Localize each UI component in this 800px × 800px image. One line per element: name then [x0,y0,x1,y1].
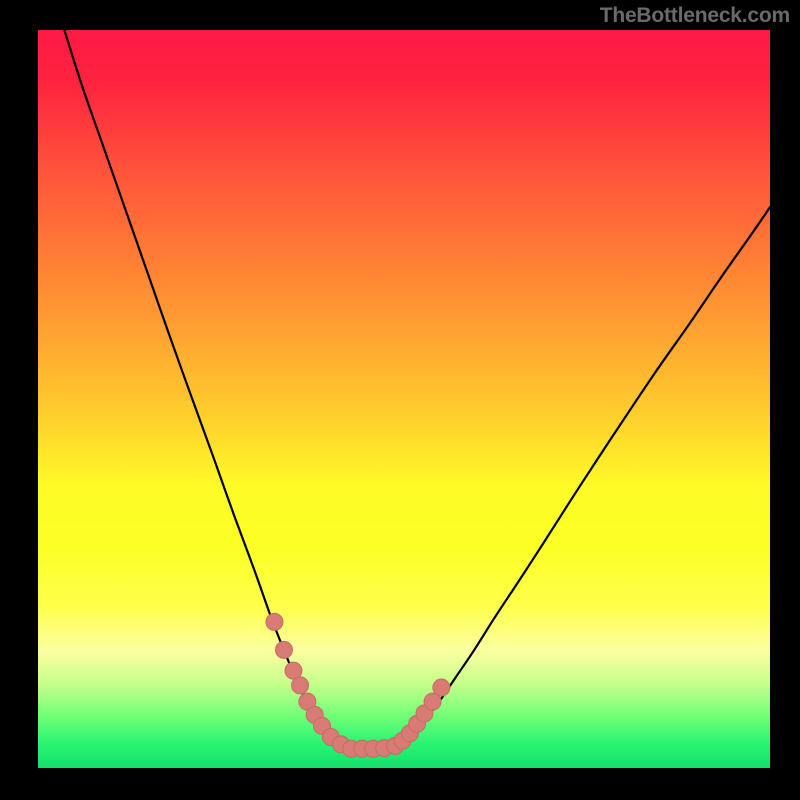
data-markers-left [266,613,393,757]
data-marker [266,613,283,630]
data-marker [433,679,450,696]
v-curve-path [64,30,770,749]
data-markers-right [387,679,450,754]
data-marker [275,641,292,658]
watermark-text: TheBottleneck.com [600,4,790,28]
plot-area [38,30,770,768]
bottleneck-curve [38,30,770,768]
data-marker [292,677,309,694]
